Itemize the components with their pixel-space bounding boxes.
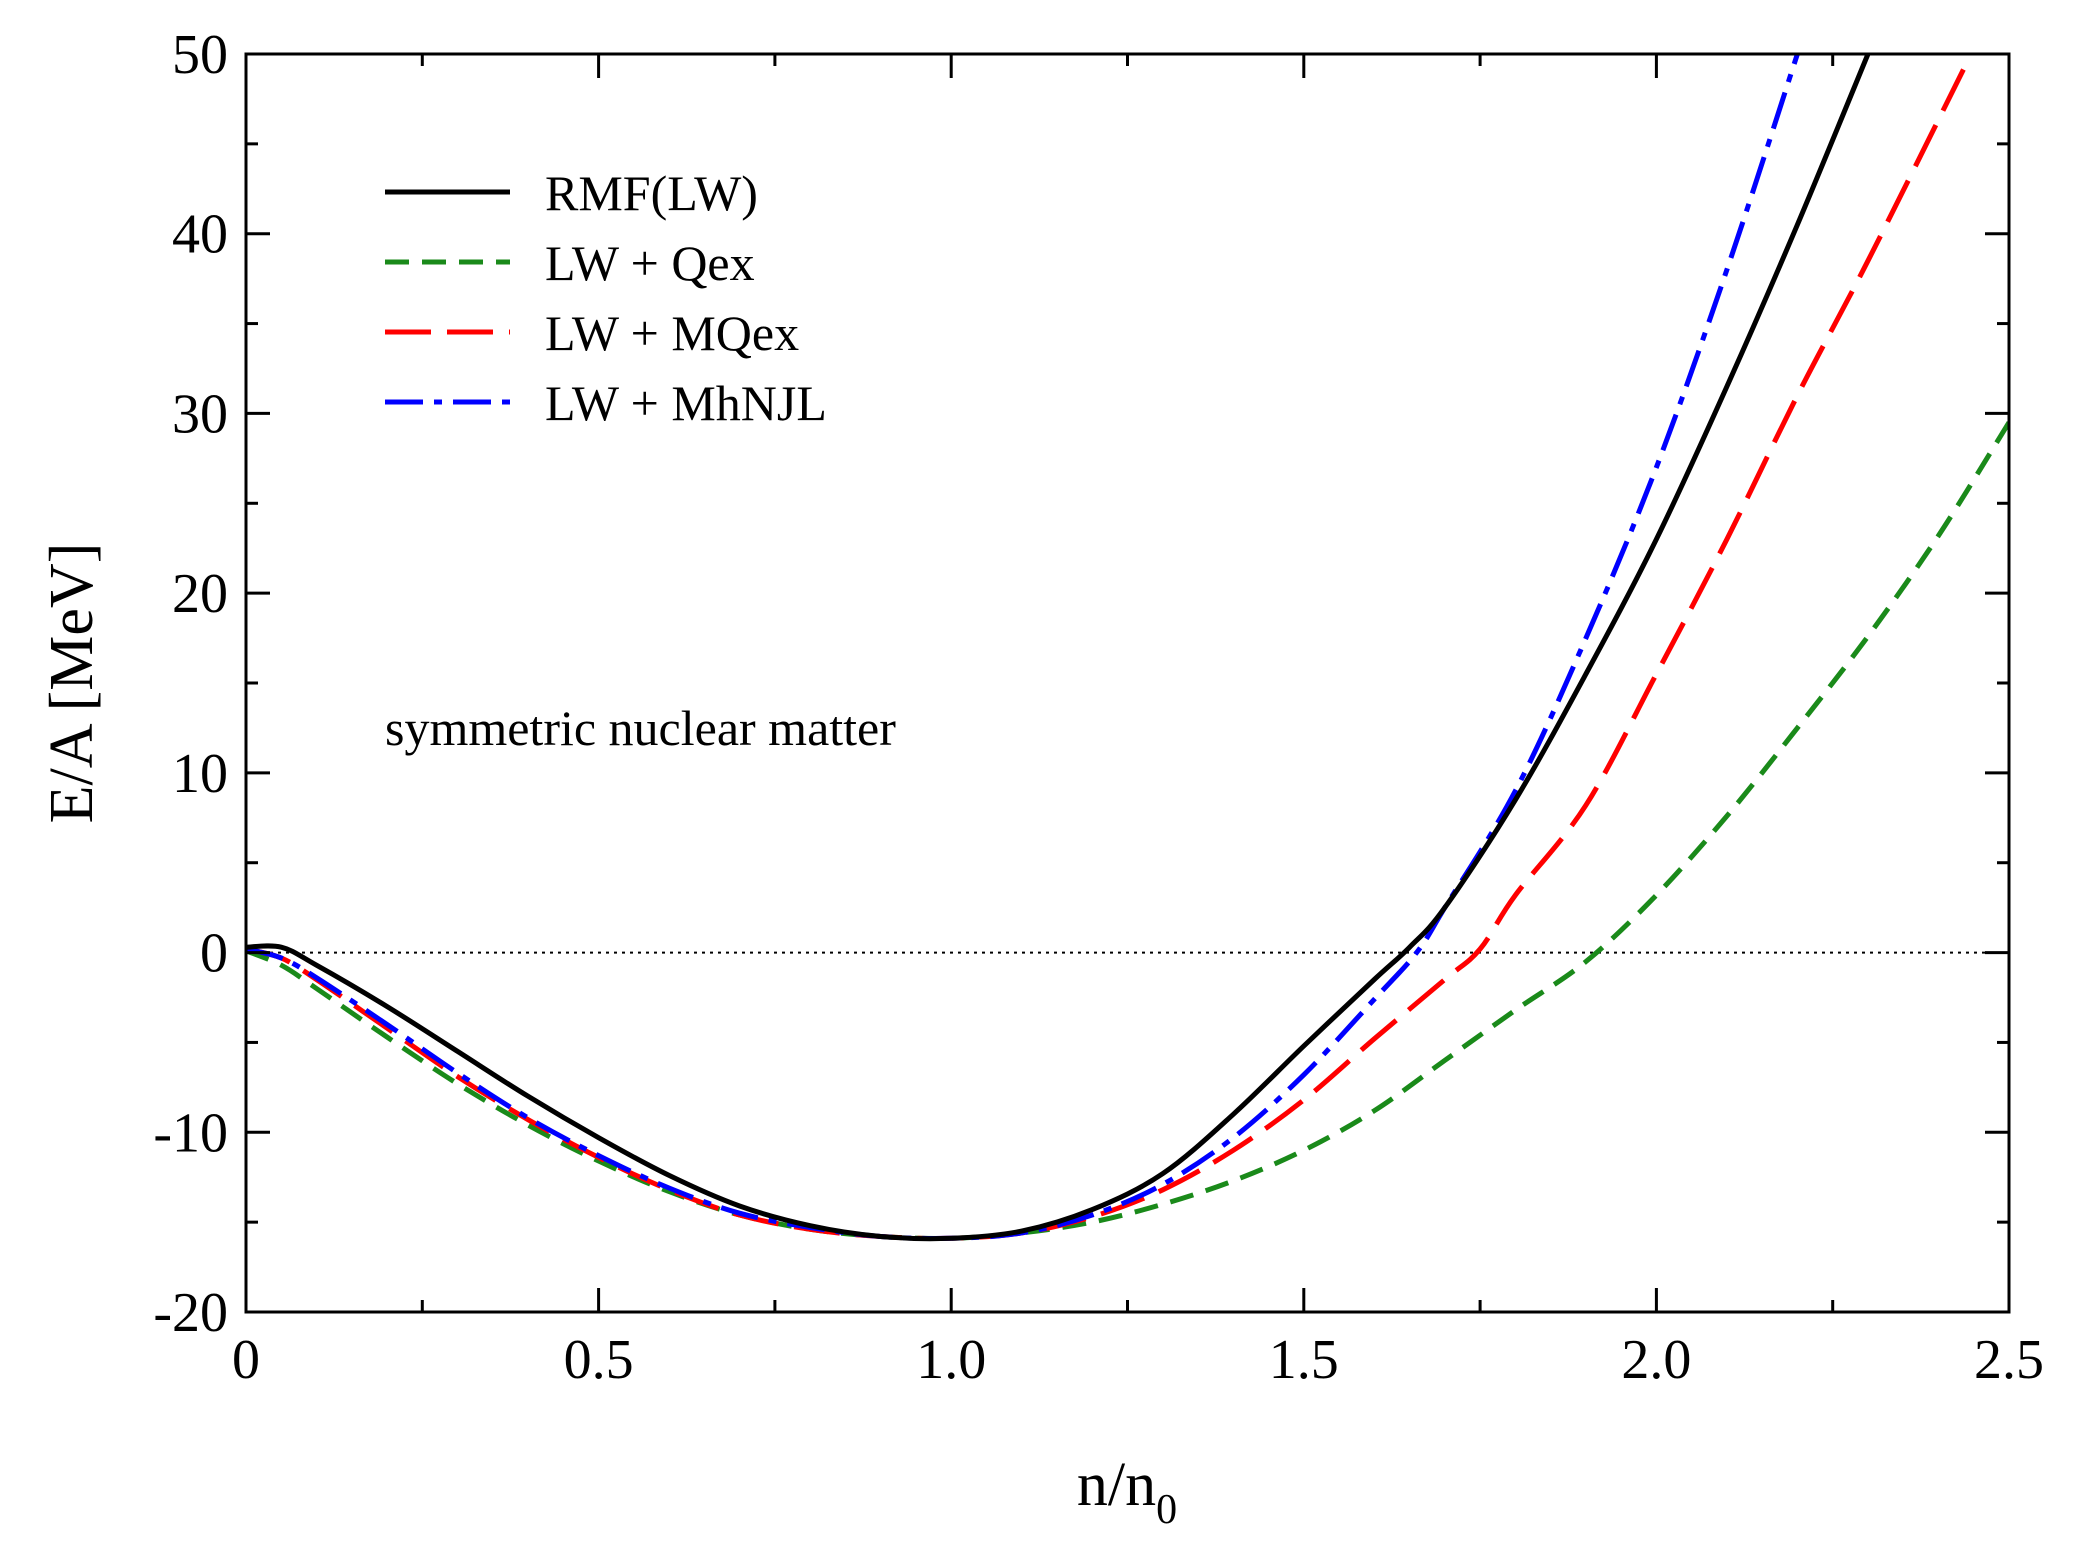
x-tick-label: 2.5 bbox=[1974, 1329, 2044, 1391]
y-tick-label: 50 bbox=[172, 24, 228, 86]
x-axis-label-subscript: 0 bbox=[1156, 1487, 1177, 1533]
y-tick-label: -10 bbox=[153, 1102, 228, 1164]
legend-label-lw-mqex: LW + MQex bbox=[545, 305, 799, 361]
y-axis-label: E/A [MeV] bbox=[38, 543, 106, 824]
series-line-rmf-lw bbox=[246, 54, 1871, 1242]
x-axis-label: n/n0 bbox=[1077, 1451, 1177, 1533]
y-tick-label: 0 bbox=[200, 923, 228, 985]
series-line-lw-qex bbox=[246, 421, 2009, 1241]
series-layer bbox=[246, 54, 2009, 1242]
legend-label-lw-qex: LW + Qex bbox=[545, 235, 755, 291]
legend-label-rmf-lw: RMF(LW) bbox=[545, 165, 758, 221]
x-tick-label: 2.0 bbox=[1621, 1329, 1691, 1391]
x-tick-label: 1.0 bbox=[916, 1329, 986, 1391]
plot-frame bbox=[244, 52, 2011, 1314]
x-tick-labels: 0 0.5 1.0 1.5 2.0 2.5 bbox=[232, 1329, 2044, 1391]
x-tick-label: 0.5 bbox=[564, 1329, 634, 1391]
y-tick-label: 20 bbox=[172, 563, 228, 625]
y-tick-labels: -20 -10 0 10 20 30 40 50 bbox=[153, 24, 228, 1344]
x-tick-label: 0 bbox=[232, 1329, 260, 1391]
y-tick-label: 10 bbox=[172, 743, 228, 805]
series-line-lw-mhnjl bbox=[246, 54, 1800, 1242]
ticks-layer bbox=[244, 52, 2011, 1314]
series-line-lw-mqex bbox=[246, 61, 1969, 1241]
legend-label-lw-mhnjl: LW + MhNJL bbox=[545, 375, 827, 431]
chart-annotation: symmetric nuclear matter bbox=[385, 700, 896, 756]
x-axis-label-main: n/n bbox=[1077, 1451, 1156, 1519]
y-tick-label: 30 bbox=[172, 383, 228, 445]
legend: RMF(LW) LW + Qex LW + MQex LW + MhNJL bbox=[385, 165, 827, 431]
y-tick-label: 40 bbox=[172, 204, 228, 266]
x-tick-label: 1.5 bbox=[1269, 1329, 1339, 1391]
y-tick-label: -20 bbox=[153, 1282, 228, 1344]
